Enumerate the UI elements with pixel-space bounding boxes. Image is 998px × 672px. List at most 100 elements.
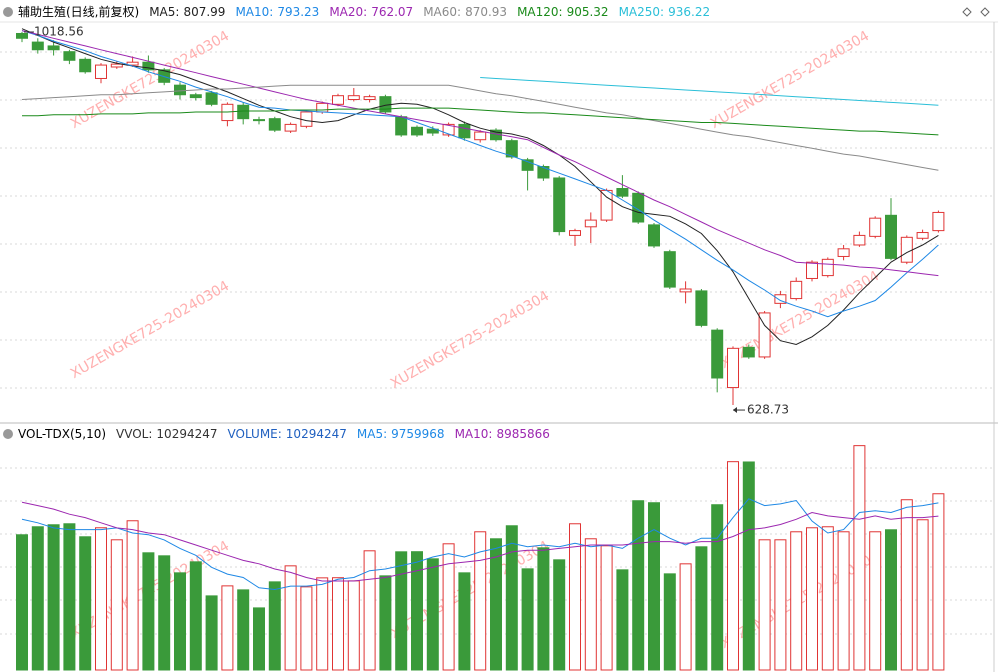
indicator-name: MA10: <box>455 427 493 441</box>
volume-bar <box>474 531 487 671</box>
candle-body <box>363 96 376 101</box>
volume-bar <box>79 536 92 671</box>
candle-body <box>663 251 676 288</box>
candle-body <box>821 258 834 277</box>
moving-average-line <box>22 107 939 136</box>
candle-body <box>347 95 360 101</box>
moving-average-line <box>21 28 939 346</box>
volume-bar <box>695 546 708 671</box>
volume-bar <box>142 552 155 671</box>
indicator-value: 762.07 <box>371 5 413 19</box>
indicator-value: 936.22 <box>668 5 710 19</box>
annotation-arrowhead <box>733 407 737 414</box>
volume-bar <box>821 526 834 671</box>
indicator-value: 905.32 <box>567 5 609 19</box>
stock-title: 辅助生殖(日线,前复权) <box>18 4 139 19</box>
volume-bar <box>189 561 202 671</box>
volume-bar <box>663 573 676 671</box>
volume-bar <box>47 524 60 671</box>
candle-body <box>869 217 882 237</box>
candle-body <box>237 104 250 120</box>
volume-bar <box>774 539 787 671</box>
indicator-name: MA10: <box>235 5 273 19</box>
menu-icon[interactable] <box>3 429 13 439</box>
candle-body <box>253 119 265 122</box>
volume-bar <box>31 526 44 671</box>
volume-bar <box>268 581 281 671</box>
candle-body <box>426 128 439 134</box>
volume-average-line <box>21 501 939 582</box>
indicator-name: VVOL: <box>116 427 152 441</box>
indicator-value: 8985866 <box>496 427 549 441</box>
candle-body <box>758 312 771 358</box>
candle-body <box>189 94 202 99</box>
volume-bar <box>853 445 866 671</box>
candle-body <box>790 280 803 300</box>
candle-body <box>537 166 550 179</box>
option-icon[interactable] <box>962 7 972 17</box>
volume-bar <box>553 559 566 671</box>
menu-icon[interactable] <box>3 7 13 17</box>
volume-bar <box>790 531 803 671</box>
candle-body <box>806 261 818 279</box>
volume-bar <box>253 607 265 671</box>
candle-body <box>648 224 660 247</box>
candle-body <box>205 92 218 105</box>
volume-bar <box>758 539 771 671</box>
candle-body <box>110 63 123 68</box>
volume-bar <box>237 589 250 671</box>
candle-body <box>569 230 581 236</box>
candle-body <box>616 188 629 197</box>
candle-body <box>268 118 281 131</box>
candle-body <box>553 177 566 233</box>
volume-bar <box>616 569 629 671</box>
indicator-value: 10294247 <box>156 427 217 441</box>
indicator-name: MA20: <box>329 5 367 19</box>
volume-bar <box>869 531 882 671</box>
candle-body <box>916 232 929 239</box>
candle-body <box>126 61 139 66</box>
candle-body <box>695 290 708 326</box>
volume-bar <box>95 527 107 671</box>
candle-body <box>174 84 186 96</box>
volume-bar <box>284 565 297 671</box>
candle-body <box>600 189 613 221</box>
volume-bar <box>505 525 518 671</box>
candle-body <box>885 214 897 259</box>
candle-body <box>442 123 455 136</box>
main-header: 辅助生殖(日线,前复权) MA5: 807.99 MA10: 793.23 MA20: 76… <box>18 4 710 19</box>
volume-bar <box>158 555 171 671</box>
candle-body <box>727 347 739 389</box>
candle-body <box>63 51 76 61</box>
volume-bar <box>648 502 660 671</box>
candle-body <box>16 32 28 39</box>
volume-bar <box>632 500 645 671</box>
candle-body <box>411 126 423 136</box>
volume-bar <box>442 543 455 671</box>
volume-bar <box>126 520 139 671</box>
high-annotation: 1018.56 <box>34 25 84 39</box>
volume-bar <box>537 547 550 671</box>
candle-body <box>158 69 171 83</box>
volume-bar <box>727 461 739 671</box>
volume-bar <box>569 523 581 671</box>
option-icon[interactable] <box>980 7 990 17</box>
volume-bar <box>742 461 755 671</box>
candle-body <box>316 102 329 113</box>
plot: 1018.56 628.73 <box>16 25 945 671</box>
candle-body <box>521 159 534 171</box>
volume-bar <box>521 568 534 671</box>
volume-header: VOL-TDX(5,10) VVOL: 10294247 VOLUME: 1029424… <box>18 427 550 441</box>
candle-body <box>458 123 471 139</box>
candle-body <box>47 45 60 51</box>
volume-bar <box>205 595 218 671</box>
candle-body <box>474 131 487 141</box>
moving-average-line <box>21 30 939 277</box>
moving-average-line <box>480 77 939 106</box>
candle-body <box>711 329 724 379</box>
volume-bar <box>458 572 471 671</box>
candle-body <box>853 234 866 246</box>
volume-bar <box>885 529 897 671</box>
candle-body <box>900 236 913 263</box>
